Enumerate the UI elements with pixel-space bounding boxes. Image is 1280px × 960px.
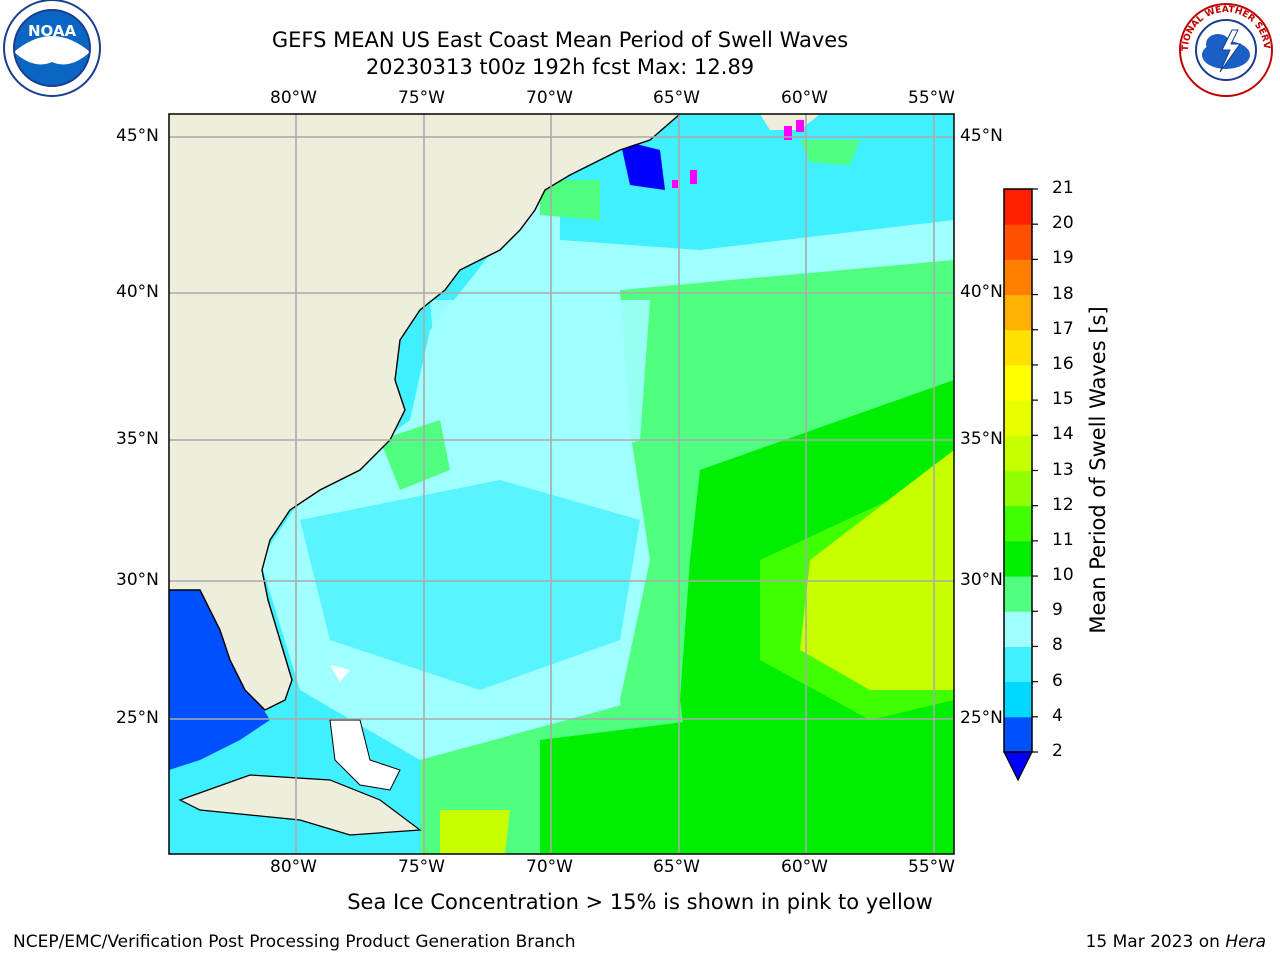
- colorbar-tick-label: 19: [1052, 248, 1074, 269]
- colorbar-tick-label: 10: [1052, 565, 1074, 586]
- map-field: [169, 114, 954, 854]
- colorbar-frame: [1003, 188, 1033, 753]
- colorbar-segment: [1004, 294, 1032, 331]
- lat-label-right: 35°N: [960, 429, 1003, 449]
- lon-label-top: 80°W: [270, 88, 317, 108]
- lat-label-left: 45°N: [116, 126, 159, 146]
- colorbar-segment: [1004, 329, 1032, 366]
- lon-label-bottom: 80°W: [270, 857, 317, 877]
- lon-label-top: 70°W: [526, 88, 573, 108]
- colorbar-tick-label: 6: [1052, 670, 1063, 691]
- nws-logo-icon: NATIONAL WEATHER SERVICE: [1172, 0, 1273, 97]
- lat-label-right: 45°N: [960, 126, 1003, 146]
- chart-title: GEFS MEAN US East Coast Mean Period of S…: [271, 28, 849, 52]
- lat-label-right: 40°N: [960, 282, 1003, 302]
- colorbar: [1003, 188, 1038, 782]
- colorbar-segment: [1004, 400, 1032, 436]
- lat-label-right: 30°N: [960, 570, 1003, 590]
- lon-label-bottom: 65°W: [653, 857, 700, 877]
- lat-label-left: 25°N: [116, 708, 159, 728]
- date-text: 15 Mar 2023 on: [1085, 932, 1220, 952]
- colorbar-label: Mean Period of Swell Waves [s]: [1086, 306, 1110, 634]
- colorbar-segment: [1004, 611, 1032, 647]
- lat-label-right: 25°N: [960, 708, 1003, 728]
- credit-text: NCEP/EMC/Verification Post Processing Pr…: [13, 932, 576, 952]
- colorbar-tick-label: 2: [1052, 741, 1063, 761]
- lat-label-left: 40°N: [116, 282, 159, 302]
- lon-label-bottom: 75°W: [398, 857, 445, 877]
- lon-label-top: 55°W: [908, 88, 955, 108]
- colorbar-segment: [1004, 470, 1032, 507]
- sea-ice-note-text: Sea Ice Concentration > 15% is shown in …: [347, 890, 933, 914]
- colorbar-tick-label: 4: [1052, 705, 1063, 726]
- host-name: Hera: [1225, 932, 1266, 952]
- sea-ice-note: Sea Ice Concentration > 15% is shown in …: [0, 890, 1280, 914]
- colorbar-segment: [1004, 576, 1032, 612]
- colorbar-tick-label: 20: [1052, 213, 1074, 234]
- colorbar-segment: [1004, 681, 1032, 718]
- chart-subtitle: 20230313 t00z 192h fcst Max: 12.89: [365, 55, 755, 79]
- colorbar-segment: [1004, 646, 1032, 683]
- colorbar-tick-label: 9: [1052, 600, 1063, 621]
- map-frame: [168, 113, 955, 855]
- colorbar-tick-label: 13: [1052, 459, 1074, 480]
- colorbar-segment: [1004, 540, 1032, 577]
- colorbar-segment: [1004, 505, 1032, 542]
- colorbar-tick-label: 15: [1052, 389, 1074, 410]
- colorbar-segment: [1004, 364, 1032, 401]
- lon-label-top: 60°W: [781, 88, 828, 108]
- noaa-logo-text: NOAA: [28, 22, 77, 40]
- colorbar-segment: [1004, 435, 1032, 471]
- colorbar-segment: [1004, 716, 1032, 753]
- colorbar-tick-label: 21: [1052, 178, 1074, 198]
- lon-label-bottom: 70°W: [526, 857, 573, 877]
- colorbar-extend-arrow: [1003, 751, 1033, 782]
- colorbar-tick-label: 16: [1052, 353, 1074, 374]
- grid-lines: [169, 114, 954, 854]
- colorbar-tick-label: 14: [1052, 424, 1074, 445]
- lat-label-left: 30°N: [116, 570, 159, 590]
- colorbar-tick-label: 12: [1052, 494, 1074, 515]
- noaa-logo-icon: NOAA: [3, 0, 101, 97]
- lat-label-left: 35°N: [116, 429, 159, 449]
- colorbar-tick-label: 8: [1052, 635, 1063, 656]
- date-stamp: 15 Mar 2023 on Hera: [1086, 932, 1266, 952]
- lon-label-top: 75°W: [398, 88, 445, 108]
- lon-label-bottom: 55°W: [908, 857, 955, 877]
- colorbar-segment: [1004, 224, 1032, 260]
- colorbar-tick-label: 17: [1052, 318, 1074, 339]
- colorbar-segment: [1004, 189, 1032, 225]
- lon-label-top: 65°W: [653, 88, 700, 108]
- lon-label-bottom: 60°W: [781, 857, 828, 877]
- colorbar-segment: [1004, 259, 1032, 296]
- colorbar-tick-label: 11: [1052, 529, 1074, 550]
- colorbar-tick-label: 18: [1052, 283, 1074, 304]
